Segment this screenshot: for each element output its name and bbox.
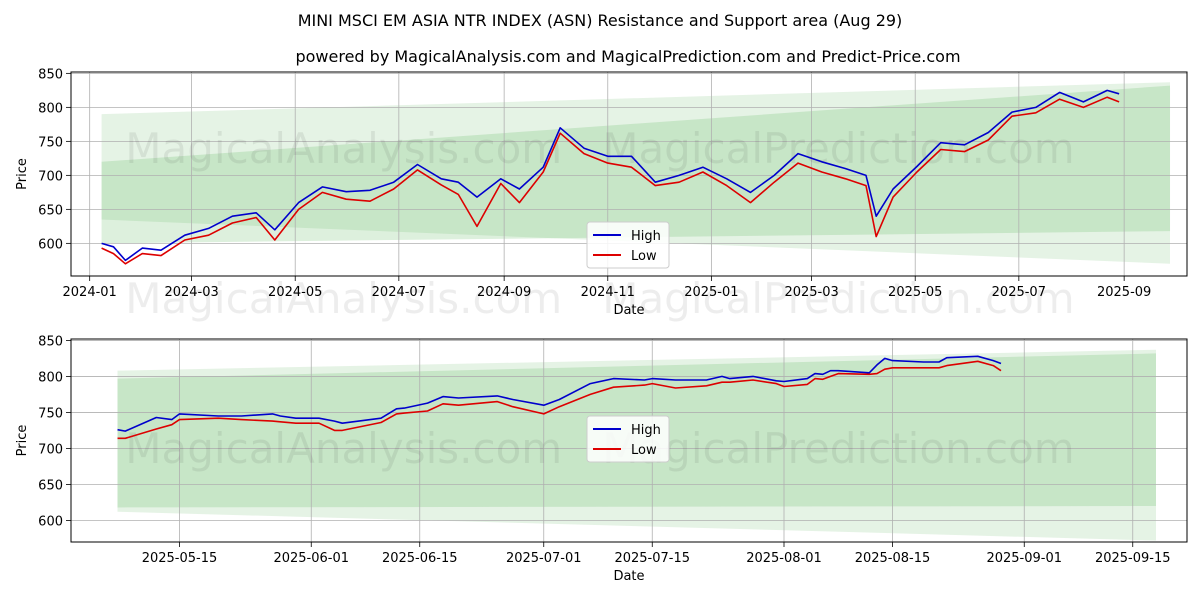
plot-frame <box>70 338 1188 543</box>
series-line-low <box>117 360 1002 440</box>
chart-subtitle: powered by MagicalAnalysis.com and Magic… <box>295 47 960 66</box>
series-line-low <box>101 96 1120 265</box>
y-tick-label: 750 <box>38 135 63 150</box>
series-line-high <box>101 89 1120 262</box>
y-tick-label: 600 <box>38 514 63 529</box>
legend-label-high: High <box>631 423 661 438</box>
x-tick-label: 2024-11 <box>581 285 635 300</box>
y-tick-label: 650 <box>38 478 63 493</box>
y-tick-label: 600 <box>38 237 63 252</box>
x-tick-label: 2025-07 <box>992 285 1046 300</box>
x-tick-label: 2025-08-01 <box>746 551 822 566</box>
legend-label-low: Low <box>631 249 657 264</box>
legend: High Low <box>586 221 670 269</box>
x-tick-label: 2025-01 <box>684 285 738 300</box>
legend: High Low <box>586 415 670 463</box>
legend-label-low: Low <box>631 443 657 458</box>
band-inner <box>101 85 1171 244</box>
y-tick-label: 700 <box>38 169 63 184</box>
x-tick-label: 2024-05 <box>268 285 322 300</box>
x-tick-label: 2025-06-01 <box>273 551 349 566</box>
band-outer <box>101 82 1171 264</box>
top-panel: 2024-01 2024-03 2024-05 2024-07 2024-09 2024-… <box>15 67 1188 323</box>
x-tick-label: 2025-09-15 <box>1095 551 1171 566</box>
y-tick-label: 700 <box>38 442 63 457</box>
x-tick-label: 2025-09 <box>1097 285 1151 300</box>
x-tick-label: 2025-05-15 <box>142 551 218 566</box>
y-tick-label: 800 <box>38 101 63 116</box>
x-tick-label: 2025-07-15 <box>614 551 690 566</box>
x-tick-label: 2025-03 <box>784 285 838 300</box>
y-tick-label: 850 <box>38 334 63 349</box>
watermark: MagicalAnalysis.com MagicalPrediction.com <box>125 424 1074 473</box>
x-tick-label: 2025-06-15 <box>382 551 458 566</box>
x-tick-label: 2025-07-01 <box>506 551 582 566</box>
y-tick-label: 800 <box>38 370 63 385</box>
x-tick-label: 2024-07 <box>372 285 426 300</box>
legend-box <box>586 415 670 463</box>
x-tick-label: 2024-09 <box>477 285 531 300</box>
x-axis-label: Date <box>613 569 644 584</box>
y-tick-label: 850 <box>38 67 63 82</box>
x-tick-label: 2025-05 <box>888 285 942 300</box>
x-tick-label: 2025-08-15 <box>855 551 931 566</box>
x-axis-label: Date <box>613 303 644 318</box>
series-line-high <box>117 355 1002 432</box>
x-tick-label: 2024-03 <box>164 285 218 300</box>
y-tick-label: 750 <box>38 406 63 421</box>
watermark: MagicalAnalysis.com MagicalPrediction.com <box>125 274 1074 323</box>
y-tick-label: 650 <box>38 203 63 218</box>
watermark: MagicalAnalysis.com MagicalPrediction.com <box>125 124 1074 173</box>
legend-box <box>586 221 670 269</box>
y-axis-label: Price <box>15 425 30 457</box>
plot-frame <box>70 71 1188 277</box>
chart-title: MINI MSCI EM ASIA NTR INDEX (ASN) Resist… <box>298 11 903 30</box>
x-tick-label: 2025-09-01 <box>986 551 1062 566</box>
bottom-panel: 2025-05-15 2025-06-01 2025-06-15 2025-07-01… <box>15 334 1188 584</box>
y-axis-label: Price <box>15 158 30 190</box>
x-tick-label: 2024-01 <box>63 285 117 300</box>
legend-label-high: High <box>631 229 661 244</box>
